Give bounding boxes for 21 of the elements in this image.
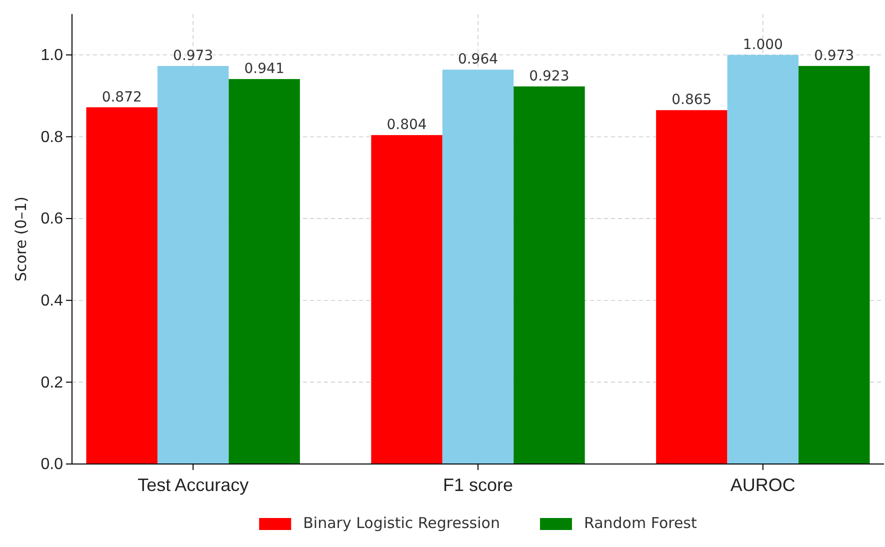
y-tick-label: 0.0 [40,456,64,474]
y-tick-label: 0.6 [40,210,64,228]
legend-label: Binary Logistic Regression [303,514,500,532]
text: 0.923 [529,68,570,84]
text: 0.865 [672,92,712,108]
legend-label: Random Forest [584,514,697,532]
y-tick-label: 1.0 [40,47,64,64]
text: 1.000 [742,36,783,53]
y-tick-label: 0.8 [40,128,64,146]
text: 0.872 [102,89,142,106]
text: 0.973 [814,48,854,64]
text: 0.804 [386,117,427,134]
y-tick-label: 0.2 [40,374,64,392]
x-tick-label: Test Accuracy [138,475,249,495]
y-tick-label: 0.4 [40,292,64,310]
text: 0.941 [244,61,284,78]
x-tick-label: AUROC [730,475,796,495]
y-axis-title: Score (0–1) [12,196,30,282]
text: 0.973 [173,48,214,64]
text: 0.964 [458,52,498,68]
x-tick-label: F1 score [442,475,514,495]
